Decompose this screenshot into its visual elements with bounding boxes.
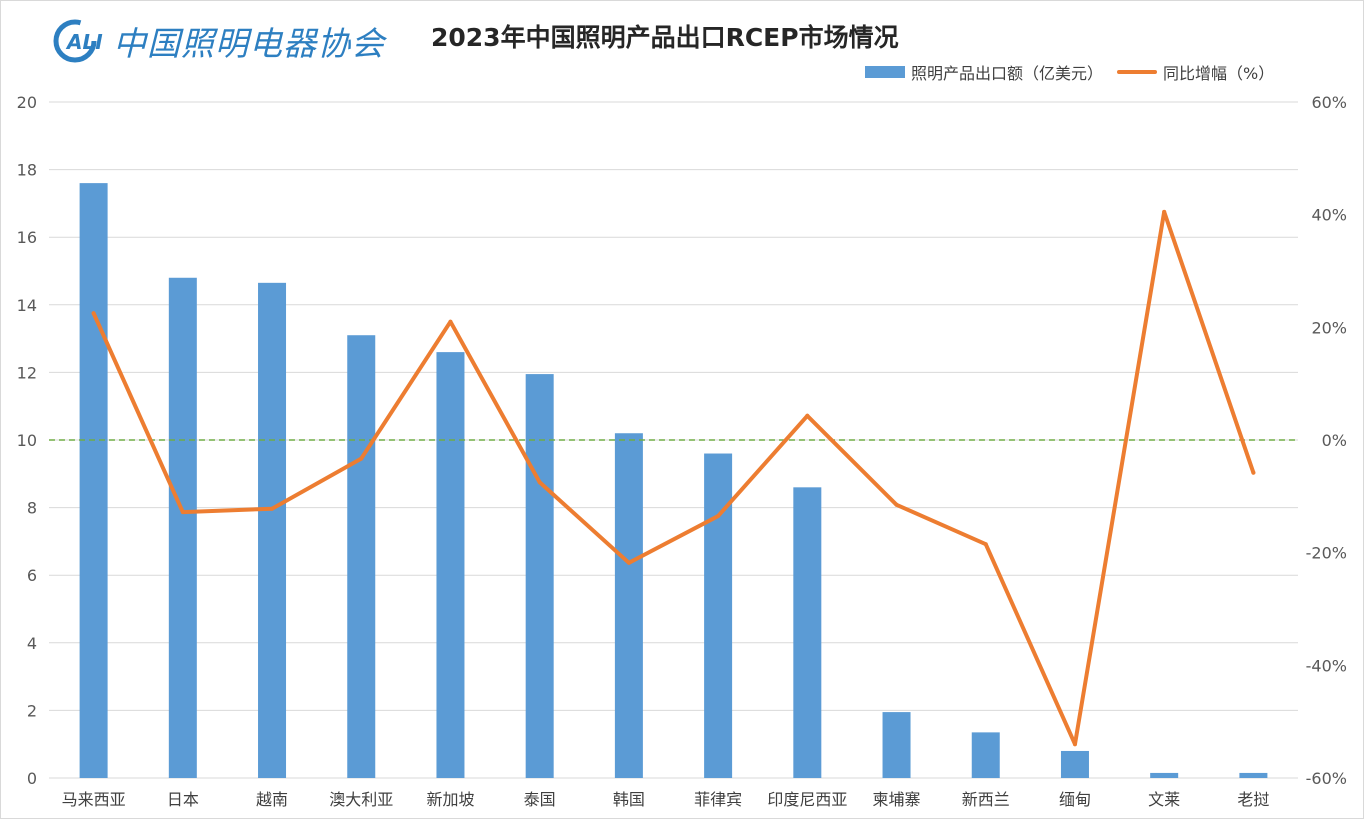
y-left-tick-label: 4 xyxy=(27,634,37,653)
x-category-label: 文莱 xyxy=(1148,790,1180,809)
growth-point xyxy=(894,502,899,507)
y-right-tick-label: -40% xyxy=(1306,656,1347,675)
svg-text:ALI: ALI xyxy=(65,30,103,54)
x-category-label: 老挝 xyxy=(1237,790,1269,809)
y-left-tick-label: 2 xyxy=(27,701,37,720)
y-right-tick-label: -60% xyxy=(1306,769,1347,788)
growth-point xyxy=(1162,209,1167,214)
growth-point xyxy=(983,542,988,547)
x-category-label: 柬埔寨 xyxy=(873,790,921,809)
x-category-label: 马来西亚 xyxy=(62,790,126,809)
bar xyxy=(79,183,108,778)
x-category-label: 韩国 xyxy=(613,790,645,809)
x-category-label: 越南 xyxy=(256,790,288,809)
x-category-label: 新加坡 xyxy=(426,790,474,809)
growth-point xyxy=(805,413,810,418)
x-category-label: 新西兰 xyxy=(962,790,1010,809)
y-right-tick-label: -20% xyxy=(1306,544,1347,563)
logo: ALI 中国照明电器协会 xyxy=(53,19,385,63)
chart-legend: 照明产品出口额（亿美元） 同比增幅（%） xyxy=(865,61,1288,83)
bar xyxy=(347,335,376,778)
bar xyxy=(793,487,822,778)
growth-point xyxy=(1251,470,1256,475)
y-left-tick-label: 12 xyxy=(17,363,37,382)
x-category-label: 日本 xyxy=(167,790,199,809)
y-left-tick-label: 6 xyxy=(27,566,37,585)
y-right-tick-label: 20% xyxy=(1311,318,1347,337)
y-left-tick-label: 20 xyxy=(17,93,37,112)
legend-label-bar: 照明产品出口额（亿美元） xyxy=(911,64,1104,83)
bar xyxy=(1060,750,1089,778)
logo-text: 中国照明电器协会 xyxy=(113,24,385,63)
y-left-tick-label: 8 xyxy=(27,499,37,518)
legend-item-line: 同比增幅（%） xyxy=(1117,60,1274,84)
y-left-tick-label: 18 xyxy=(17,161,37,180)
y-right-tick-label: 0% xyxy=(1322,431,1347,450)
cali-logo-icon: ALI xyxy=(53,19,105,63)
bar xyxy=(436,352,465,778)
y-left-tick-label: 14 xyxy=(17,296,37,315)
y-right-tick-label: 40% xyxy=(1311,206,1347,225)
growth-line xyxy=(91,209,1256,747)
growth-point xyxy=(180,510,185,515)
growth-point xyxy=(448,319,453,324)
chart-title: 2023年中国照明产品出口RCEP市场情况 xyxy=(431,23,899,52)
bar xyxy=(614,433,643,778)
y-left-tick-label: 16 xyxy=(17,228,37,247)
legend-swatch-line xyxy=(1117,70,1158,74)
growth-point xyxy=(359,456,364,461)
y-left-tick-label: 0 xyxy=(27,769,37,788)
y-left-tick-label: 10 xyxy=(17,431,37,450)
bar xyxy=(882,712,911,778)
growth-point xyxy=(91,311,96,316)
legend-swatch-bar xyxy=(865,66,905,78)
bar xyxy=(1150,772,1179,778)
growth-point xyxy=(716,514,721,519)
x-category-label: 缅甸 xyxy=(1059,790,1091,809)
bar xyxy=(525,374,554,778)
x-category-label: 菲律宾 xyxy=(694,790,742,809)
y-right-tick-label: 60% xyxy=(1311,93,1347,112)
growth-point xyxy=(1072,742,1077,747)
growth-point xyxy=(537,480,542,485)
bar xyxy=(168,277,197,778)
x-category-label: 澳大利亚 xyxy=(329,790,393,809)
growth-point xyxy=(270,506,275,511)
bar xyxy=(1239,772,1268,778)
legend-item-bar: 照明产品出口额（亿美元） xyxy=(865,60,1103,84)
x-category-label: 泰国 xyxy=(524,790,556,809)
bar xyxy=(258,282,287,778)
legend-label-line: 同比增幅（%） xyxy=(1163,64,1275,83)
bar xyxy=(971,732,1000,778)
growth-point xyxy=(626,560,631,565)
x-category-label: 印度尼西亚 xyxy=(767,790,847,809)
